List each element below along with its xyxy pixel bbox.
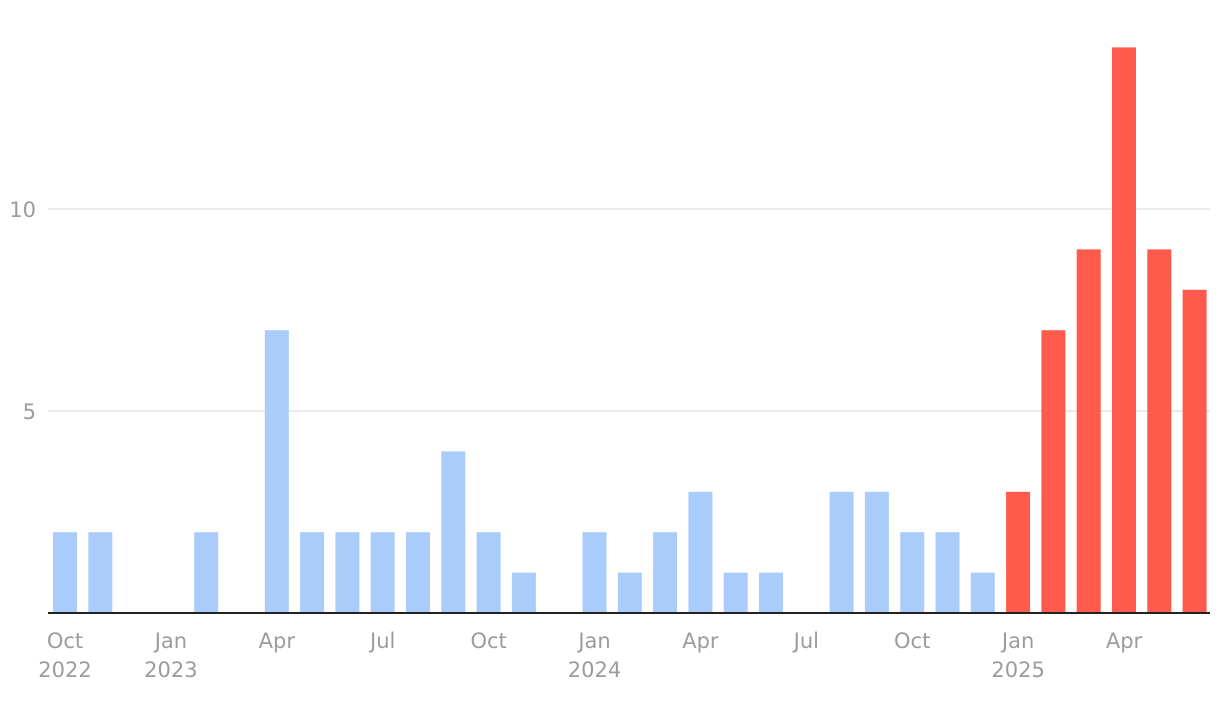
y-tick-label: 10 (9, 198, 36, 222)
gridlines (48, 208, 1210, 412)
bar-2025-03 (1076, 249, 1101, 613)
x-tick-label-month: Jan (153, 629, 187, 653)
x-tick-label-year: 2022 (38, 658, 91, 682)
bar-2023-10 (476, 532, 501, 613)
bar-2023-08 (406, 532, 430, 613)
x-tick-label-year: 2024 (568, 658, 621, 682)
bar-2023-11 (511, 572, 536, 613)
bar-2023-07 (370, 532, 395, 613)
bar-2024-02 (617, 572, 642, 613)
x-tick-label-month: Apr (259, 629, 296, 653)
bar-2023-02 (194, 532, 219, 613)
bar-2024-09 (864, 491, 889, 613)
x-tick-label-month: Oct (894, 629, 930, 653)
bar-2025-04 (1112, 47, 1136, 613)
x-tick-label-month: Jul (792, 629, 819, 653)
x-tick-label-year: 2025 (991, 658, 1044, 682)
bar-2024-12 (970, 572, 995, 613)
bar-2023-04 (264, 330, 289, 613)
bar-2024-05 (723, 572, 748, 613)
bar-2023-06 (335, 532, 360, 613)
bar-2025-02 (1041, 330, 1066, 613)
bar-2024-01 (582, 532, 607, 613)
bar-2024-03 (653, 532, 678, 613)
x-tick-label-month: Jan (1000, 629, 1034, 653)
tick-labels: 5 10 Oct 2022 Jan 2023 Apr Jul Oct Jan 2024 Apr Jul O… (9, 198, 1142, 682)
x-tick-label-year: 2023 (144, 658, 197, 682)
bar-2025-01 (1006, 491, 1031, 613)
bar-2024-11 (935, 532, 960, 613)
bar-2024-08 (829, 491, 854, 613)
bar-2022-10 (53, 532, 77, 613)
bar-2025-06 (1182, 289, 1207, 613)
bar-2024-04 (688, 491, 713, 613)
bar-2023-09 (441, 451, 466, 613)
x-tick-label-month: Apr (682, 629, 719, 653)
bar-2022-11 (88, 532, 113, 613)
bar-2023-05 (300, 532, 325, 613)
x-tick-label-month: Jul (368, 629, 395, 653)
bar-2025-05 (1147, 249, 1172, 613)
bar-2024-10 (900, 532, 925, 613)
x-tick-label-month: Oct (47, 629, 83, 653)
x-tick-label-month: Apr (1106, 629, 1143, 653)
y-tick-label: 5 (23, 400, 36, 424)
x-tick-label-month: Jan (576, 629, 610, 653)
x-tick-label-month: Oct (470, 629, 506, 653)
bar-2024-06 (759, 572, 783, 613)
bars (53, 47, 1207, 613)
